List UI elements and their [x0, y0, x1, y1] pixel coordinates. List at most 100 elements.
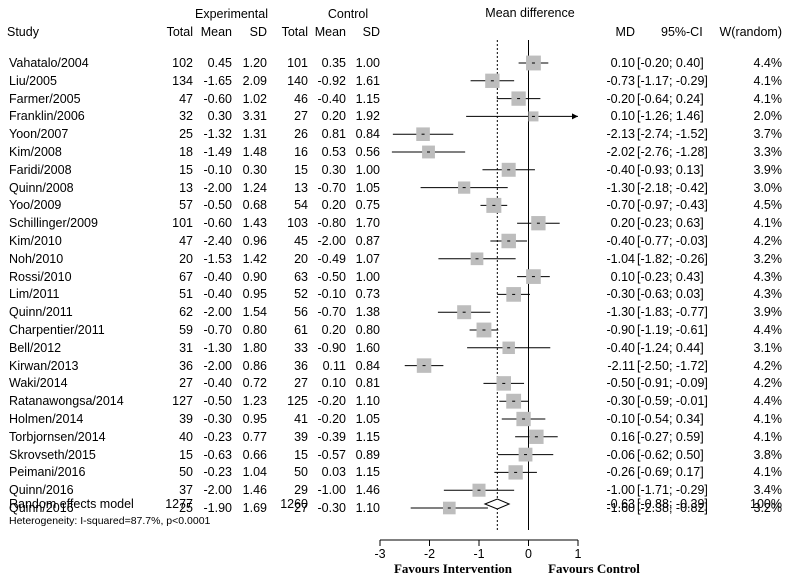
cell-mean-control: 0.53 [321, 145, 346, 159]
cell-mean-experimental: -1.49 [203, 145, 233, 159]
study-name: Quinn/2016 [9, 501, 74, 515]
cell-mean-control: 0.20 [321, 109, 346, 124]
cell-total-control: 101 [287, 56, 308, 70]
x-tick-label: -1 [473, 547, 484, 561]
cell-total-experimental: 47 [179, 91, 193, 106]
cell-md: 0.10 [610, 269, 635, 284]
cell-md: -2.02 [606, 145, 636, 159]
cell-sd-experimental: 0.68 [242, 198, 267, 213]
cell-total-control: 27 [294, 376, 308, 391]
cell-total-control: 26 [294, 127, 308, 142]
cell-md: 0.10 [610, 109, 635, 124]
cell-md: -0.70 [606, 198, 636, 213]
cell-total-control: 27 [294, 501, 308, 515]
cell-total-control: 13 [294, 180, 308, 195]
cell-total-experimental: 67 [179, 269, 193, 284]
cell-mean-control: -0.70 [317, 180, 347, 195]
cell-total-experimental: 25 [179, 127, 193, 142]
cell-ci: [-0.27; 0.59] [637, 429, 704, 444]
cell-mean-experimental: -1.53 [203, 251, 233, 266]
cell-mean-control: -0.40 [317, 91, 347, 106]
study-name: Bell/2012 [9, 340, 62, 355]
cell-sd-control: 0.89 [355, 447, 380, 462]
cell-md: -0.30 [606, 287, 636, 302]
cell-mean-experimental: -0.40 [203, 376, 233, 391]
header-control: Control [327, 7, 369, 21]
cell-total-experimental: 102 [172, 56, 193, 70]
cell-sd-control: 0.56 [355, 145, 380, 159]
cell-total-experimental: 40 [179, 429, 193, 444]
cell-sd-control: 1.10 [355, 501, 380, 515]
cell-total-experimental: 25 [179, 501, 193, 515]
cell-ci: [-0.62; 0.50] [637, 447, 704, 462]
cell-total-experimental: 15 [179, 447, 193, 462]
cell-sd-experimental: 1.23 [242, 394, 267, 409]
header-md: MD [615, 25, 635, 39]
cell-md: -0.73 [606, 73, 636, 88]
cell-weight: 4.1% [753, 412, 783, 426]
cell-mean-experimental: -1.30 [203, 340, 233, 355]
cell-total-experimental: 20 [179, 251, 193, 266]
cell-weight: 4.1% [753, 429, 783, 444]
cell-mean-experimental: -0.23 [203, 465, 233, 480]
cell-weight: 4.1% [753, 73, 783, 88]
study-name: Rossi/2010 [9, 269, 72, 284]
cell-weight: 3.9% [753, 162, 783, 177]
cell-total-experimental: 39 [179, 412, 193, 426]
cell-mean-control: -0.49 [317, 251, 347, 266]
cell-total-control: 27 [294, 109, 308, 124]
cell-total-experimental: 37 [179, 483, 193, 498]
cell-weight: 3.0% [753, 180, 783, 195]
cell-mean-control: -1.00 [317, 483, 347, 498]
cell-total-control: 39 [294, 429, 308, 444]
cell-weight: 4.2% [753, 358, 783, 373]
cell-weight: 4.2% [753, 376, 783, 391]
cell-sd-control: 0.73 [355, 287, 380, 302]
cell-mean-experimental: -0.23 [203, 429, 233, 444]
cell-weight: 4.3% [753, 269, 783, 284]
cell-ci: [-2.50; -1.72] [637, 358, 708, 373]
cell-total-experimental: 62 [179, 305, 193, 320]
study-name: Lim/2011 [9, 287, 60, 302]
cell-ci: [-1.83; -0.77] [637, 305, 708, 320]
study-name: Noh/2010 [9, 251, 64, 266]
cell-mean-control: -0.20 [317, 394, 347, 409]
cell-total-experimental: 51 [179, 287, 193, 302]
cell-sd-experimental: 1.24 [242, 180, 267, 195]
cell-mean-control: -0.92 [317, 73, 347, 88]
cell-ci: [-0.97; -0.43] [637, 198, 708, 213]
pooled-total-experimental: 1277 [165, 497, 193, 511]
cell-total-control: 15 [294, 447, 308, 462]
cell-sd-experimental: 0.77 [242, 429, 267, 444]
cell-sd-control: 1.61 [355, 73, 380, 88]
cell-mean-control: 0.20 [321, 323, 346, 337]
cell-total-control: 41 [294, 412, 308, 426]
cell-ci: [-1.26; 1.46] [637, 109, 704, 124]
cell-sd-control: 1.92 [355, 109, 380, 124]
cell-total-control: 103 [287, 216, 308, 231]
cell-total-experimental: 27 [179, 376, 193, 391]
study-name: Torbjornsen/2014 [9, 429, 106, 444]
cell-sd-experimental: 1.31 [242, 127, 267, 142]
cell-weight: 3.2% [753, 251, 783, 266]
cell-sd-experimental: 1.43 [242, 216, 267, 231]
cell-weight: 3.8% [753, 447, 783, 462]
cell-weight: 3.4% [753, 483, 783, 498]
cell-sd-experimental: 0.96 [242, 234, 267, 248]
cell-mean-experimental: -2.00 [203, 358, 233, 373]
cell-sd-control: 1.05 [355, 180, 380, 195]
cell-sd-experimental: 1.02 [242, 91, 267, 106]
cell-mean-control: -0.80 [317, 216, 347, 231]
pooled-label: Random effects model [9, 497, 134, 511]
cell-mean-experimental: -1.65 [203, 73, 233, 88]
cell-sd-control: 1.15 [355, 429, 380, 444]
cell-sd-experimental: 0.95 [242, 412, 267, 426]
cell-mean-experimental: -0.63 [203, 447, 233, 462]
cell-sd-experimental: 2.09 [242, 73, 267, 88]
cell-ci: [-0.91; -0.09] [637, 376, 708, 391]
cell-sd-control: 0.84 [355, 358, 380, 373]
cell-mean-experimental: -1.32 [203, 127, 233, 142]
cell-md: 0.10 [610, 56, 635, 70]
cell-sd-experimental: 1.48 [242, 145, 267, 159]
cell-ci: [-0.77; -0.03] [637, 234, 708, 248]
